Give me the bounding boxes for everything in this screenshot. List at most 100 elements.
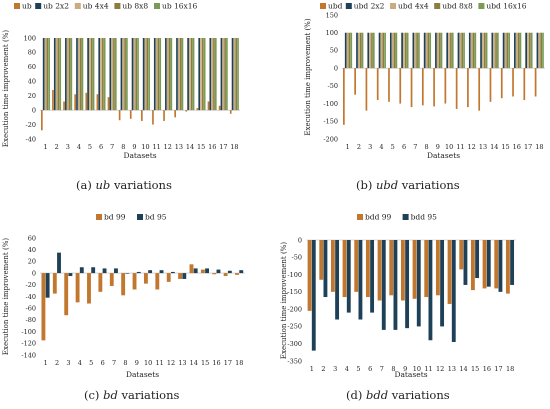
x-tick-label: 12 (167, 359, 175, 367)
bar-ub-2x2-18 (231, 38, 234, 111)
bar-ub-8x8-3 (68, 38, 71, 111)
bar-ubd-4x4-14 (493, 32, 496, 69)
bar-bdd-95-7 (381, 240, 386, 330)
x-tick-label: 8 (121, 143, 125, 151)
bar-ub-8 (118, 110, 121, 121)
x-tick-label: 17 (494, 365, 502, 373)
bar-ubd-2x2-16 (514, 32, 516, 69)
bar-ub-2x2-12 (165, 38, 167, 111)
bar-ub-3 (63, 101, 65, 111)
bar-bd-95-9 (136, 271, 141, 274)
legend-swatch (35, 3, 42, 9)
bar-ubd-2x2-3 (367, 32, 370, 69)
bar-bdd-99-15 (470, 240, 475, 291)
x-tick-label: 8 (391, 365, 395, 373)
bar-ub-4x4-3 (66, 38, 69, 111)
legend-label: ub (22, 2, 32, 11)
bar-ubd-8x8-17 (529, 32, 531, 69)
y-tick-label: -40 (26, 135, 36, 143)
y-tick-label: -80 (26, 316, 36, 324)
bar-ub-12 (163, 110, 165, 121)
bar-ubd-8x8-13 (483, 32, 486, 69)
bar-ubd-16x16-2 (361, 32, 364, 69)
bar-ubd-8x8-18 (540, 32, 542, 69)
bar-ubd-4x4-3 (369, 32, 371, 69)
x-tick-label: 18 (506, 365, 514, 373)
bar-ubd-13 (478, 68, 481, 111)
bar-bd-95-1 (45, 273, 50, 298)
bar-ubd-16x16-4 (384, 32, 386, 69)
x-tick-label: 5 (391, 143, 395, 151)
x-tick-label: 11 (155, 359, 163, 367)
bar-bd-95-4 (79, 267, 84, 274)
bar-ub-4x4-10 (144, 38, 147, 111)
y-tick-label: 80 (28, 49, 36, 57)
x-tick-label: 4 (345, 365, 349, 373)
bar-ub-2x2-6 (98, 38, 101, 111)
bar-ubd-4x4-15 (504, 32, 507, 69)
legend-label: ubd (328, 2, 343, 11)
legend-swatch (357, 214, 363, 220)
x-tick-label: 16 (208, 143, 216, 151)
y-tick-label: -100 (323, 100, 338, 108)
bar-bd-95-15 (205, 268, 210, 274)
x-axis-label: Datasets (394, 370, 427, 379)
bar-ubd-16x16-5 (395, 32, 398, 69)
bar-ub-2x2-8 (120, 38, 123, 111)
bar-ub-17 (218, 105, 221, 111)
y-tick-label: 60 (28, 63, 36, 71)
x-tick-label: 13 (178, 359, 186, 367)
bar-bd-95-7 (114, 268, 118, 274)
bar-ubd-16x16-15 (508, 32, 511, 69)
bar-bd-95-11 (159, 270, 164, 274)
bar-bdd-95-17 (498, 240, 503, 292)
y-tick-label: 150 (326, 11, 338, 19)
bar-bd-99-16 (212, 273, 217, 275)
bar-ubd-8x8-14 (495, 32, 497, 69)
x-tick-label: 1 (310, 365, 314, 373)
bar-ub-4x4-15 (200, 38, 202, 111)
bar-bdd-95-2 (323, 240, 328, 298)
x-tick-label: 3 (66, 143, 70, 151)
bar-ub-8x8-10 (146, 38, 149, 111)
bar-ub-2x2-5 (87, 38, 89, 111)
y-tick-label: 0 (32, 106, 36, 114)
bar-bdd-95-12 (440, 240, 445, 327)
x-tick-label: 2 (321, 365, 325, 373)
bar-ubd-4 (376, 68, 379, 101)
bar-ub-4x4-6 (100, 38, 102, 111)
bar-ubd-9 (433, 68, 435, 107)
x-tick-label: 18 (235, 359, 243, 367)
bar-bdd-95-14 (463, 240, 468, 285)
y-tick-label: -50 (292, 254, 302, 262)
bar-ub-11 (152, 110, 154, 125)
x-tick-label: 16 (483, 365, 491, 373)
x-tick-label: 6 (99, 143, 103, 151)
bar-ub-2x2-1 (42, 38, 45, 111)
bar-bdd-95-1 (311, 240, 316, 351)
bar-ubd-2x2-10 (446, 32, 449, 69)
bar-bd-99-17 (223, 273, 228, 277)
bar-bdd-99-7 (377, 240, 382, 301)
x-tick-label: 10 (413, 365, 421, 373)
bar-ubd-4x4-5 (391, 32, 394, 69)
x-tick-label: 4 (379, 143, 383, 151)
bar-ubd-2x2-5 (389, 32, 392, 69)
bar-ubd-16x16-8 (429, 32, 432, 69)
bar-bdd-95-16 (486, 240, 491, 287)
x-tick-label: 9 (436, 143, 440, 151)
y-tick-label: -50 (328, 82, 338, 90)
bar-ub-8x8-7 (113, 38, 115, 111)
bar-ub-16x16-18 (237, 38, 239, 111)
legend-swatch (478, 3, 485, 9)
x-tick-label: 9 (135, 359, 139, 367)
legend-swatch (402, 214, 409, 220)
caption-a: (a) ub variations (76, 178, 172, 192)
x-axis-label: Datasets (427, 151, 460, 160)
x-tick-label: 8 (123, 359, 127, 367)
bar-ub-4x4-2 (55, 38, 58, 111)
x-tick-label: 14 (490, 143, 498, 151)
bar-ub-8x8-6 (102, 38, 104, 111)
bar-ubd-8x8-10 (450, 32, 452, 69)
bar-ubd-2x2-6 (401, 32, 403, 69)
